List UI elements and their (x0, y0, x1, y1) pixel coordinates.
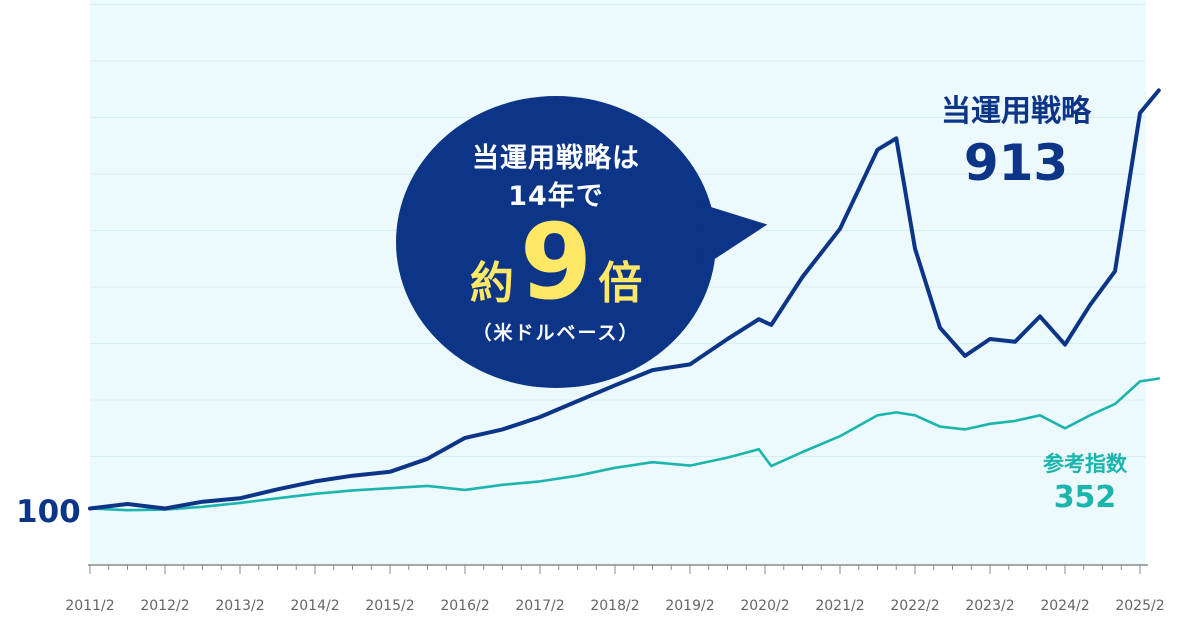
callout-number: 9 (519, 201, 593, 323)
callout-note: （米ドルベース） (472, 322, 640, 344)
x-tick-label: 2017/2 (515, 598, 564, 614)
reference-end-label: 参考指数 352 (1030, 448, 1140, 515)
x-tick-label: 2014/2 (290, 598, 339, 614)
x-tick-label: 2013/2 (215, 598, 264, 614)
x-tick-label: 2025/2 (1115, 598, 1164, 614)
x-tick-label: 2015/2 (365, 598, 414, 614)
reference-end-value: 352 (1053, 480, 1117, 515)
callout-multiplier: 約9 倍 (396, 210, 716, 314)
x-tick-label: 2012/2 (140, 598, 189, 614)
callout-line-2: 14年で (508, 181, 604, 212)
start-value-label: 100 (16, 494, 81, 530)
x-tick-label: 2024/2 (1040, 598, 1089, 614)
strategy-series-name: 当運用戦略 (941, 94, 1091, 129)
reference-series-name: 参考指数 (1043, 452, 1127, 476)
callout-suffix: 倍 (598, 258, 643, 309)
reference-line (88, 377, 1161, 512)
x-tick-label: 2021/2 (815, 598, 864, 614)
x-tick-label: 2018/2 (590, 598, 639, 614)
x-ticks: 2011/2 2012/2 2013/2 2014/2 2015/2 2016/2 2017… (65, 565, 1165, 614)
x-tick-label: 2023/2 (965, 598, 1014, 614)
strategy-line (88, 88, 1161, 511)
series-lines (88, 88, 1161, 512)
callout-text: 当運用戦略は 14年で 約9 倍 （米ドルベース） (396, 96, 716, 388)
x-tick-label: 2016/2 (440, 598, 489, 614)
x-tick-label: 2022/2 (890, 598, 939, 614)
callout-prefix: 約 (469, 258, 514, 309)
x-tick-label: 2011/2 (65, 598, 114, 614)
strategy-end-label: 当運用戦略 913 (930, 86, 1102, 192)
strategy-end-value: 913 (963, 134, 1069, 192)
x-tick-label: 2019/2 (665, 598, 714, 614)
callout-bubble (396, 96, 716, 388)
x-tick-label: 2020/2 (740, 598, 789, 614)
callout-line-1: 当運用戦略は (472, 143, 640, 174)
